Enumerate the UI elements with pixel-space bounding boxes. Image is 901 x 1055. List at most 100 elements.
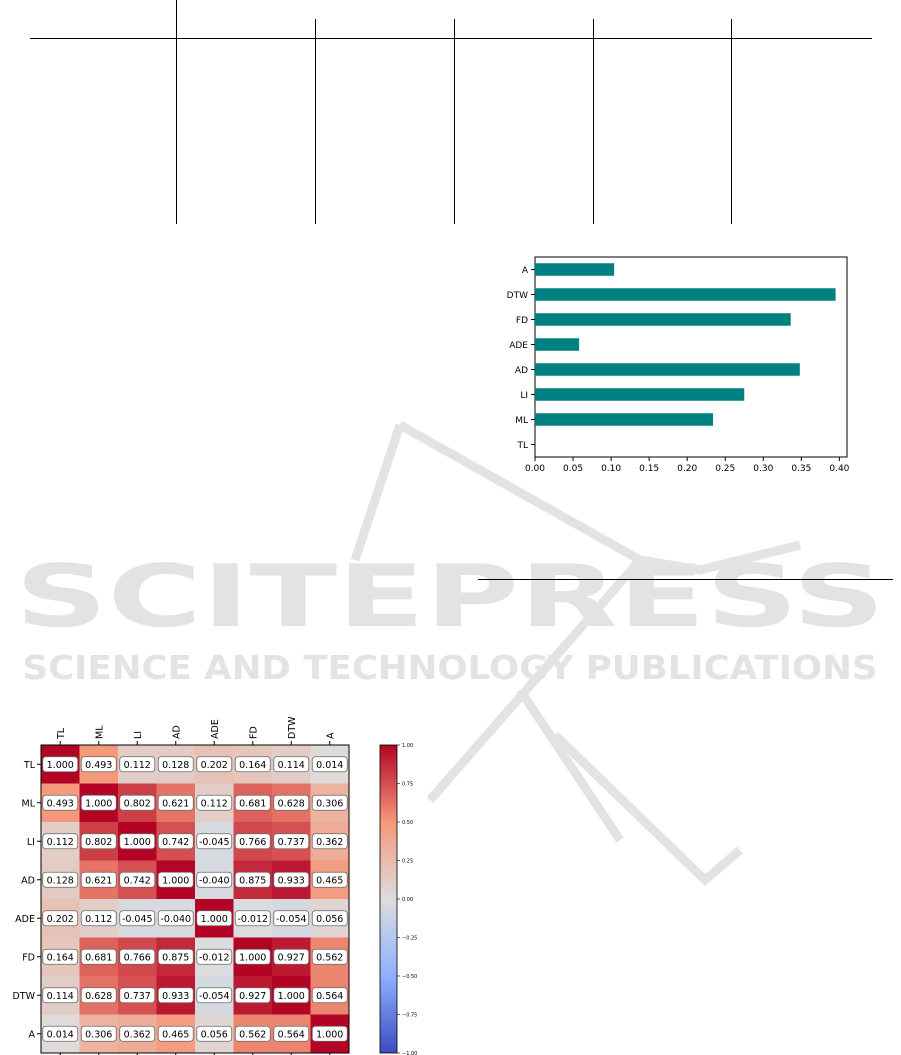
heatmap-value-box [311, 871, 348, 888]
heatmap-value-label: 0.164 [239, 760, 266, 771]
heatmap-value-label: 0.306 [316, 798, 343, 809]
heatmap-value-box [157, 871, 194, 888]
heatmap-value-label: 0.933 [162, 991, 189, 1002]
heatmap-value-label: -0.045 [122, 914, 153, 925]
x-tick-label: DTW [287, 716, 298, 739]
correlation-heatmap: 1.000 0.493 0.112 0.128 0.202 0.164 0.114 0.014… [12, 716, 417, 1055]
heatmap-value-label: 0.362 [316, 837, 343, 848]
heatmap-value-label: 0.202 [47, 914, 74, 925]
heatmap-value-box [80, 910, 117, 927]
heatmap-value-label: -0.040 [160, 914, 191, 925]
heatmap-value-box [42, 756, 79, 773]
heatmap-value-label: 1.000 [201, 914, 228, 925]
y-tick-label: FD [22, 952, 35, 963]
heatmap-value-label: 1.000 [124, 837, 151, 848]
heatmap-value-box [273, 756, 310, 773]
heatmap-value-box [234, 987, 271, 1004]
colorbar-tick-label: 0.50 [402, 820, 413, 826]
heatmap-value-label: 0.562 [239, 1029, 266, 1040]
y-tick-label: ADE [509, 341, 528, 351]
heatmap-value-label: -0.012 [237, 914, 268, 925]
y-tick-label: AD [21, 875, 35, 886]
heatmap-value-label: 0.114 [278, 760, 305, 771]
heatmap-value-box [42, 987, 79, 1004]
heatmap-value-box [196, 910, 233, 927]
heatmap-value-box [234, 1025, 271, 1042]
heatmap-value-label: 0.128 [162, 760, 189, 771]
heatmap-value-box [273, 1025, 310, 1042]
heatmap-value-box [119, 794, 156, 811]
heatmap-value-label: 0.742 [124, 875, 151, 886]
x-tick-label: 0.35 [791, 464, 811, 474]
colorbar [379, 744, 398, 1054]
heatmap-value-box [119, 910, 156, 927]
heatmap-value-box [273, 871, 310, 888]
heatmap-value-box [157, 756, 194, 773]
section-rule [478, 579, 893, 580]
heatmap-value-label: 0.621 [85, 875, 112, 886]
x-tick-label: 0.10 [601, 464, 621, 474]
feature-importance-bar-chart: TL ML LI AD ADE FD DTW A 0.00 0.05 0.10 0.15 0.20 0.2… [507, 256, 850, 474]
heatmap-value-label: 0.933 [278, 875, 305, 886]
y-tick-label: LI [27, 837, 35, 848]
x-tick-label: ADE [210, 719, 221, 739]
heatmap-frame [40, 744, 350, 1054]
heatmap-value-label: 0.112 [201, 798, 228, 809]
heatmap-value-label: -0.054 [276, 914, 307, 925]
heatmap-value-box [80, 833, 117, 850]
heatmap-value-box [234, 871, 271, 888]
heatmap-value-label: 0.742 [162, 837, 189, 848]
heatmap-value-label: 0.114 [47, 991, 74, 1002]
heatmap-value-box [119, 833, 156, 850]
heatmap-value-label: 1.000 [47, 760, 74, 771]
heatmap-value-box [119, 1025, 156, 1042]
heatmap-value-box [196, 1025, 233, 1042]
heatmap-value-label: 0.056 [316, 914, 343, 925]
heatmap-value-box [311, 910, 348, 927]
y-tick-label: AD [515, 366, 528, 376]
heatmap-value-label: 0.681 [239, 798, 266, 809]
table-column-divider [593, 19, 594, 224]
heatmap-value-label: 1.000 [85, 798, 112, 809]
x-tick-label: 0.40 [829, 464, 849, 474]
table-column-divider [176, 0, 177, 224]
heatmap-value-box [80, 756, 117, 773]
heatmap-value-box [119, 948, 156, 965]
heatmap-value-box [42, 948, 79, 965]
colorbar-tick-label: 1.00 [402, 743, 413, 749]
heatmap-value-label: 0.681 [85, 952, 112, 963]
bar [535, 313, 791, 326]
bar [535, 363, 800, 376]
heatmap-value-box [80, 794, 117, 811]
colorbar-tick-label: 0.00 [402, 897, 413, 903]
x-tick-label: ML [94, 725, 105, 739]
y-tick-label: DTW [507, 291, 528, 301]
heatmap-value-box [196, 948, 233, 965]
heatmap-value-box [157, 987, 194, 1004]
colorbar-tick-label: −0.25 [402, 935, 417, 941]
heatmap-value-box [273, 833, 310, 850]
heatmap-value-label: 0.766 [239, 837, 266, 848]
heatmap-value-label: 0.362 [124, 1029, 151, 1040]
heatmap-value-label: 0.493 [47, 798, 74, 809]
y-tick-label: ADE [15, 914, 35, 925]
y-tick-label: ML [515, 416, 528, 426]
heatmap-value-box [196, 756, 233, 773]
heatmap-value-box [119, 987, 156, 1004]
heatmap-value-label: 0.628 [278, 798, 305, 809]
heatmap-value-box [234, 794, 271, 811]
heatmap-value-label: 0.562 [316, 952, 343, 963]
table-column-divider [315, 19, 316, 224]
table-column-divider [731, 19, 732, 224]
heatmap-value-box [196, 871, 233, 888]
heatmap-value-label: 0.737 [124, 991, 151, 1002]
heatmap-value-box [234, 948, 271, 965]
colorbar-tick-label: 0.25 [402, 858, 413, 864]
heatmap-value-label: 0.128 [47, 875, 74, 886]
heatmap-value-label: 0.014 [316, 760, 343, 771]
heatmap-value-label: 0.927 [239, 991, 266, 1002]
heatmap-value-label: 1.000 [278, 991, 305, 1002]
heatmap-value-label: 0.164 [47, 952, 74, 963]
heatmap-value-box [42, 794, 79, 811]
